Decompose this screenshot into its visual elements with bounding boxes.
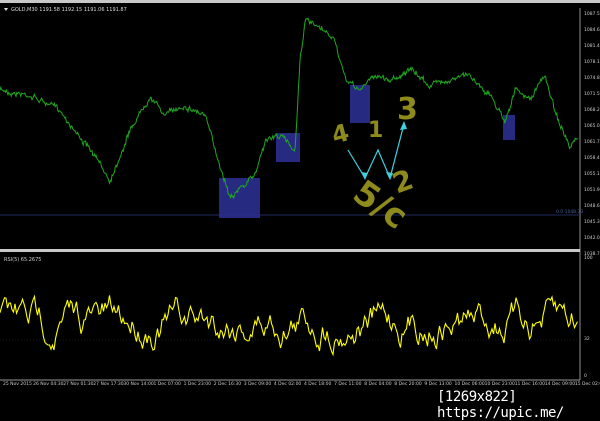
arrow-head: [400, 121, 407, 130]
highlight-box: [219, 178, 260, 218]
price-axis-label: 1071.58: [584, 92, 600, 97]
price-axis-label: 1048.61: [584, 204, 600, 209]
price-line: [0, 17, 579, 200]
time-axis-label: 7 Dec 11:00: [334, 382, 362, 387]
time-axis-label: 15 Dec 02:00: [574, 382, 600, 387]
time-axis-label: 27 Nov 01:30: [63, 382, 94, 387]
time-axis-label: 1 Dec 07:00: [153, 382, 181, 387]
wave-arrow-path: [347, 123, 405, 180]
rsi-axis-0: 0: [584, 374, 587, 379]
time-axis-label: 3 Dec 09:00: [243, 382, 272, 387]
price-axis-label: 1051.93: [584, 188, 600, 193]
time-axis-label: 14 Dec 09:00: [544, 382, 576, 387]
price-axis-label: 1055.18: [584, 172, 600, 177]
time-axis-label: 11 Dec 16:00: [514, 382, 545, 387]
wave-label-1: 1: [368, 118, 384, 143]
price-axis-label: 1084.68: [584, 28, 600, 33]
dropdown-triangle-icon[interactable]: [4, 8, 8, 11]
rsi-series: [0, 294, 578, 357]
time-axis-label: 8 Dec 04:00: [364, 382, 392, 387]
rsi-axis-32: 32: [584, 337, 590, 342]
time-axis-label: 26 Nov 04:30: [33, 382, 64, 387]
watermark: [1269x822] https://upic.me/: [437, 389, 564, 421]
highlight-box: [350, 85, 370, 123]
window-top-border: [0, 0, 600, 3]
price-axis-label: 1068.21: [584, 108, 600, 113]
time-axis-label: 4 Dec 02:00: [273, 382, 302, 387]
chart-symbol-header: GOLD,M30 1191.58 1192.15 1191.06 1191.87: [4, 7, 127, 13]
time-axis-label: 10 Dec 06:00: [454, 382, 485, 387]
price-axis-label: 1087.50: [584, 12, 600, 17]
rsi-label: RSI(5) 65.2675: [4, 257, 42, 263]
panel-separator: [0, 249, 580, 252]
price-chart-canvas[interactable]: [0, 0, 600, 408]
rsi-line: [0, 294, 578, 357]
highlight-box: [503, 115, 515, 140]
arrow-head: [361, 172, 368, 180]
time-axis-label: 9 Dec 13:00: [424, 382, 452, 387]
price-axis-label: 1042.06: [584, 236, 600, 241]
wave-label-3: 3: [397, 92, 418, 127]
time-axis-label: 10 Dec 23:00: [484, 382, 515, 387]
time-axis-label: 8 Dec 20:00: [394, 382, 422, 387]
arrow-head: [386, 172, 393, 180]
price-axis-label: 1074.86: [584, 76, 600, 81]
price-series: [0, 17, 579, 200]
price-axis-label: 1038.75: [584, 252, 600, 257]
price-axis-label: 1081.45: [584, 44, 600, 49]
hline-label: 0.0 1048.73: [556, 210, 584, 215]
time-axis-label: 30 Nov 14:00: [123, 382, 154, 387]
price-axis-label: 1078.11: [584, 60, 600, 65]
symbol-ohlc: GOLD,M30 1191.58 1192.15 1191.06 1191.87: [11, 7, 127, 13]
time-axis-label: 1 Dec 23:00: [183, 382, 211, 387]
time-axis-label: 2 Dec 16:30: [213, 382, 242, 387]
price-axis-label: 1058.46: [584, 156, 600, 161]
price-axis-label: 1045.36: [584, 220, 600, 225]
chart-frame: [0, 8, 581, 381]
price-axis-label: 1065.01: [584, 124, 600, 129]
time-axis-label: 27 Nov 17:30: [93, 382, 124, 387]
wave-arrows: [347, 121, 407, 180]
time-axis-label: 25 Nov 2015: [3, 382, 32, 387]
price-axis-label: 1061.71: [584, 140, 600, 145]
time-axis-label: 4 Dec 18:00: [304, 382, 332, 387]
rsi-axis-100: 100: [584, 256, 593, 261]
